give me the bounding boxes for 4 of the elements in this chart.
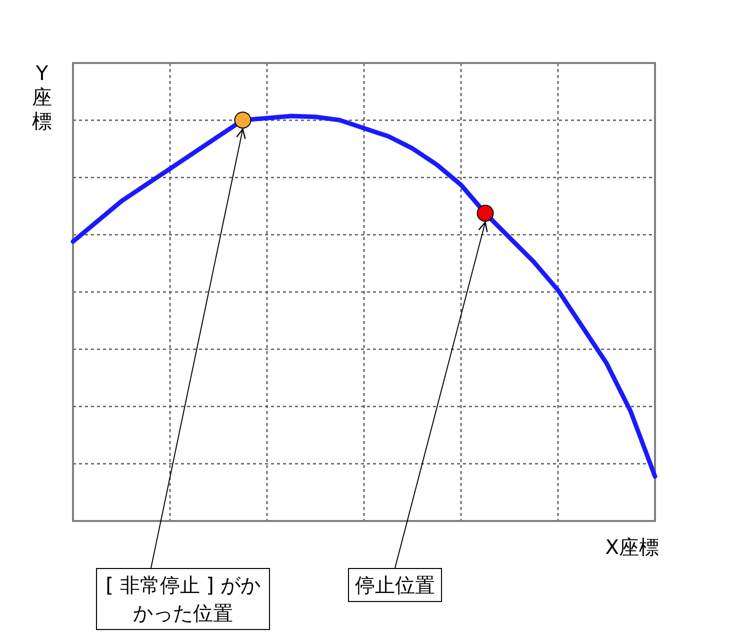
y-axis-title: Y座標 <box>32 61 52 133</box>
text: [ 非常停止 ] がかかった位置 <box>96 568 270 630</box>
text: 停止位置 <box>348 568 442 602</box>
x-axis-title: X座標 <box>605 535 659 559</box>
